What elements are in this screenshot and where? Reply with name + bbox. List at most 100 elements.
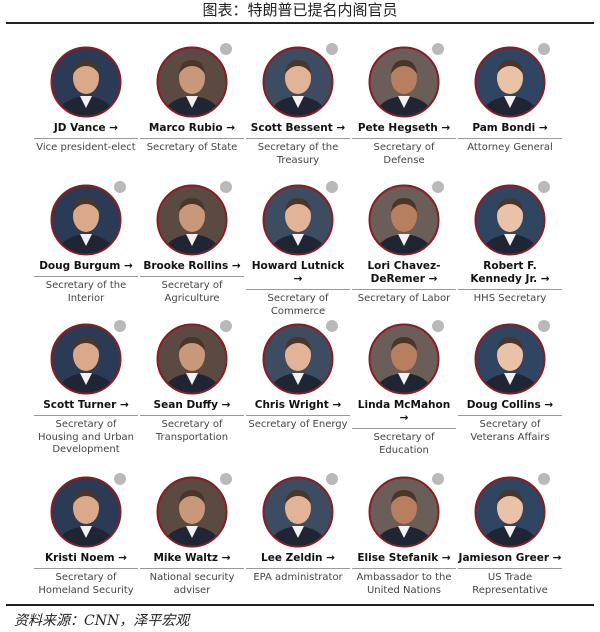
person-card: Marco Rubio → Secretary of State [140, 43, 244, 155]
person-card: Robert F. Kennedy Jr. → HHS Secretary [458, 181, 562, 306]
person-role: Secretary of State [146, 142, 238, 153]
person-name: Kristi Noem → [34, 552, 138, 569]
photo [368, 181, 444, 256]
photo [156, 181, 232, 256]
person-role: US Trade Representative [472, 572, 548, 596]
photo [474, 473, 550, 548]
portrait [262, 184, 334, 256]
person-role: HHS Secretary [473, 293, 547, 304]
status-dot [432, 473, 444, 485]
person-name: Howard Lutnick → [246, 260, 350, 290]
photo [50, 473, 126, 548]
person-role: Secretary of Transportation [155, 419, 229, 443]
portrait [474, 46, 546, 118]
person-name: Brooke Rollins → [140, 260, 244, 277]
status-dot [326, 181, 338, 193]
rule [6, 604, 594, 606]
portrait [50, 46, 122, 118]
portrait [368, 323, 440, 395]
person-card: Lori Chavez-DeRemer → Secretary of Labor [352, 181, 456, 306]
photo [474, 43, 550, 118]
portrait [262, 476, 334, 548]
person-name: Sean Duffy → [140, 399, 244, 416]
status-dot [220, 181, 232, 193]
status-dot [432, 320, 444, 332]
person-role: Secretary of Energy [248, 419, 348, 430]
person-name: Linda McMahon → [352, 399, 456, 429]
person-card: Howard Lutnick → Secretary of Commerce [246, 181, 350, 318]
photo [156, 43, 232, 118]
photo [50, 320, 126, 395]
photo [262, 181, 338, 256]
person-role: Secretary of Labor [357, 293, 451, 304]
person-role: Secretary of Veterans Affairs [470, 419, 550, 443]
person-name: Lori Chavez-DeRemer → [352, 260, 456, 290]
status-dot [538, 320, 550, 332]
person-role: Secretary of Homeland Security [38, 572, 134, 596]
person-name: Pam Bondi → [458, 122, 562, 139]
photo [156, 320, 232, 395]
person-card: Sean Duffy → Secretary of Transportation [140, 320, 244, 444]
portrait [262, 323, 334, 395]
person-role: Secretary of Education [373, 432, 435, 456]
status-dot [538, 43, 550, 55]
portrait [156, 46, 228, 118]
source: 资料来源：CNN，泽平宏观 [14, 613, 190, 629]
portrait [156, 476, 228, 548]
portrait [474, 476, 546, 548]
photo [262, 473, 338, 548]
photo [474, 320, 550, 395]
person-name: Elise Stefanik → [352, 552, 456, 569]
person-name: Jamieson Greer → [458, 552, 562, 569]
person-name: Doug Burgum → [34, 260, 138, 277]
status-dot [114, 181, 126, 193]
person-role: Secretary of Housing and Urban Developme… [37, 419, 135, 455]
person-name: Pete Hegseth → [352, 122, 456, 139]
person-card: Doug Burgum → Secretary of the Interior [34, 181, 138, 305]
status-dot [114, 320, 126, 332]
person-role: National security adviser [149, 572, 235, 596]
portrait [368, 46, 440, 118]
person-name: Marco Rubio → [140, 122, 244, 139]
person-card: Jamieson Greer → US Trade Representative [458, 473, 562, 597]
person-role: Secretary of the Interior [45, 280, 127, 304]
person-role: Secretary of Commerce [267, 293, 329, 317]
person-card: Mike Waltz → National security adviser [140, 473, 244, 597]
status-dot [220, 473, 232, 485]
person-role: Ambassador to the United Nations [356, 572, 452, 596]
rule [6, 22, 594, 24]
person-card: Kristi Noem → Secretary of Homeland Secur… [34, 473, 138, 597]
status-dot [326, 320, 338, 332]
person-name: Scott Bessent → [246, 122, 350, 139]
person-role: Attorney General [467, 142, 553, 153]
photo [50, 181, 126, 256]
portrait [368, 476, 440, 548]
portrait [474, 323, 546, 395]
portrait [368, 184, 440, 256]
person-name: JD Vance → [34, 122, 138, 139]
person-card: Linda McMahon → Secretary of Education [352, 320, 456, 457]
person-card: Pam Bondi → Attorney General [458, 43, 562, 155]
person-name: Lee Zeldin → [246, 552, 350, 569]
person-card: Brooke Rollins → Secretary of Agriculture [140, 181, 244, 305]
photo [474, 181, 550, 256]
person-name: Mike Waltz → [140, 552, 244, 569]
person-card: Pete Hegseth → Secretary of Defense [352, 43, 456, 167]
person-card: Chris Wright → Secretary of Energy [246, 320, 350, 432]
person-role: EPA administrator [253, 572, 343, 583]
status-dot [220, 320, 232, 332]
person-card: Elise Stefanik → Ambassador to the United… [352, 473, 456, 597]
person-name: Doug Collins → [458, 399, 562, 416]
person-card: Scott Bessent → Secretary of the Treasury [246, 43, 350, 167]
person-role: Secretary of Defense [373, 142, 435, 166]
person-role: Secretary of Agriculture [161, 280, 223, 304]
portrait [262, 46, 334, 118]
person-name: Chris Wright → [246, 399, 350, 416]
portrait [50, 476, 122, 548]
portrait [474, 184, 546, 256]
status-dot [432, 181, 444, 193]
person-card: Lee Zeldin → EPA administrator [246, 473, 350, 585]
person-name: Scott Turner → [34, 399, 138, 416]
status-dot [220, 43, 232, 55]
